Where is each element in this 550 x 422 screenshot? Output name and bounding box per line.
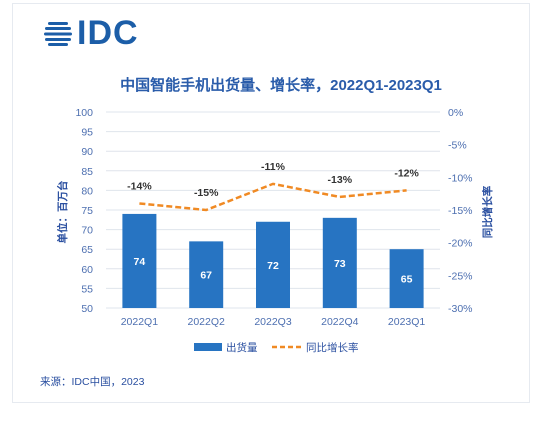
- right-axis-title: 同比增长率: [481, 185, 494, 238]
- bar-value-label: 73: [334, 258, 346, 270]
- category-axis: 2022Q1 2022Q2 2022Q3 2022Q4 2023Q1: [121, 316, 426, 328]
- source-note: 来源：IDC中国，2023: [40, 375, 145, 388]
- logo-text: IDC: [77, 14, 139, 52]
- left-tick-label: 60: [81, 264, 93, 276]
- right-tick-label: -25%: [448, 270, 473, 282]
- left-axis-title: 单位：百万台: [56, 181, 69, 244]
- bar-value-label: 74: [134, 256, 146, 268]
- right-tick-label: -5%: [448, 140, 467, 152]
- left-tick-label: 95: [81, 127, 93, 139]
- growth-line: [139, 182, 407, 212]
- right-tick-label: -30%: [448, 303, 473, 315]
- category-label: 2022Q2: [188, 316, 226, 328]
- bar-value-label: 67: [200, 270, 212, 282]
- bar: [256, 221, 290, 308]
- growth-rate-label: -15%: [194, 187, 219, 199]
- legend: 出货量 同比增长率: [194, 341, 359, 354]
- legend-bar-swatch: [194, 343, 222, 351]
- category-label: 2023Q1: [388, 316, 426, 328]
- left-tick-label: 90: [81, 146, 93, 158]
- bar-series: 74 67 72 73 65: [122, 213, 424, 308]
- legend-bar-label: 出货量: [226, 341, 258, 354]
- bar: [189, 241, 224, 308]
- left-tick-label: 75: [81, 205, 93, 217]
- bar-value-label: 72: [267, 260, 279, 272]
- left-tick-label: 65: [81, 244, 93, 256]
- globe-lines-icon: [44, 22, 72, 46]
- left-tick-label: 50: [81, 303, 93, 315]
- idc-logo: IDC: [43, 14, 183, 53]
- right-tick-label: -15%: [448, 205, 473, 217]
- chart-title: 中国智能手机出货量、增长率，2022Q1-2023Q1: [120, 76, 442, 94]
- growth-line-series: -14% -15% -11% -13% -12%: [127, 161, 420, 212]
- right-tick-label: -20%: [448, 238, 473, 250]
- growth-rate-label: -11%: [261, 161, 286, 173]
- left-axis-ticks: 100 95 90 85 80 75 70 65 60 55 50: [75, 107, 93, 315]
- growth-rate-label: -13%: [328, 174, 353, 186]
- chart-card: IDC: [12, 3, 530, 403]
- bar: [389, 249, 424, 308]
- bar: [122, 213, 157, 308]
- left-tick-label: 55: [81, 283, 93, 295]
- bar: [322, 217, 357, 308]
- bar-value-label: 65: [401, 274, 413, 286]
- right-tick-label: -10%: [448, 172, 473, 184]
- left-tick-label: 80: [81, 185, 93, 197]
- right-axis-ticks: 0% -5% -10% -15% -20% -25% -30%: [448, 107, 473, 315]
- growth-rate-label: -12%: [394, 167, 419, 179]
- legend-line-label: 同比增长率: [306, 341, 359, 354]
- category-label: 2022Q1: [121, 316, 159, 328]
- category-label: 2022Q3: [254, 316, 292, 328]
- left-tick-label: 85: [81, 166, 93, 178]
- left-tick-label: 70: [81, 225, 93, 237]
- left-tick-label: 100: [75, 107, 93, 119]
- growth-rate-label: -14%: [127, 180, 152, 192]
- category-label: 2022Q4: [321, 316, 359, 328]
- right-tick-label: 0%: [448, 107, 463, 119]
